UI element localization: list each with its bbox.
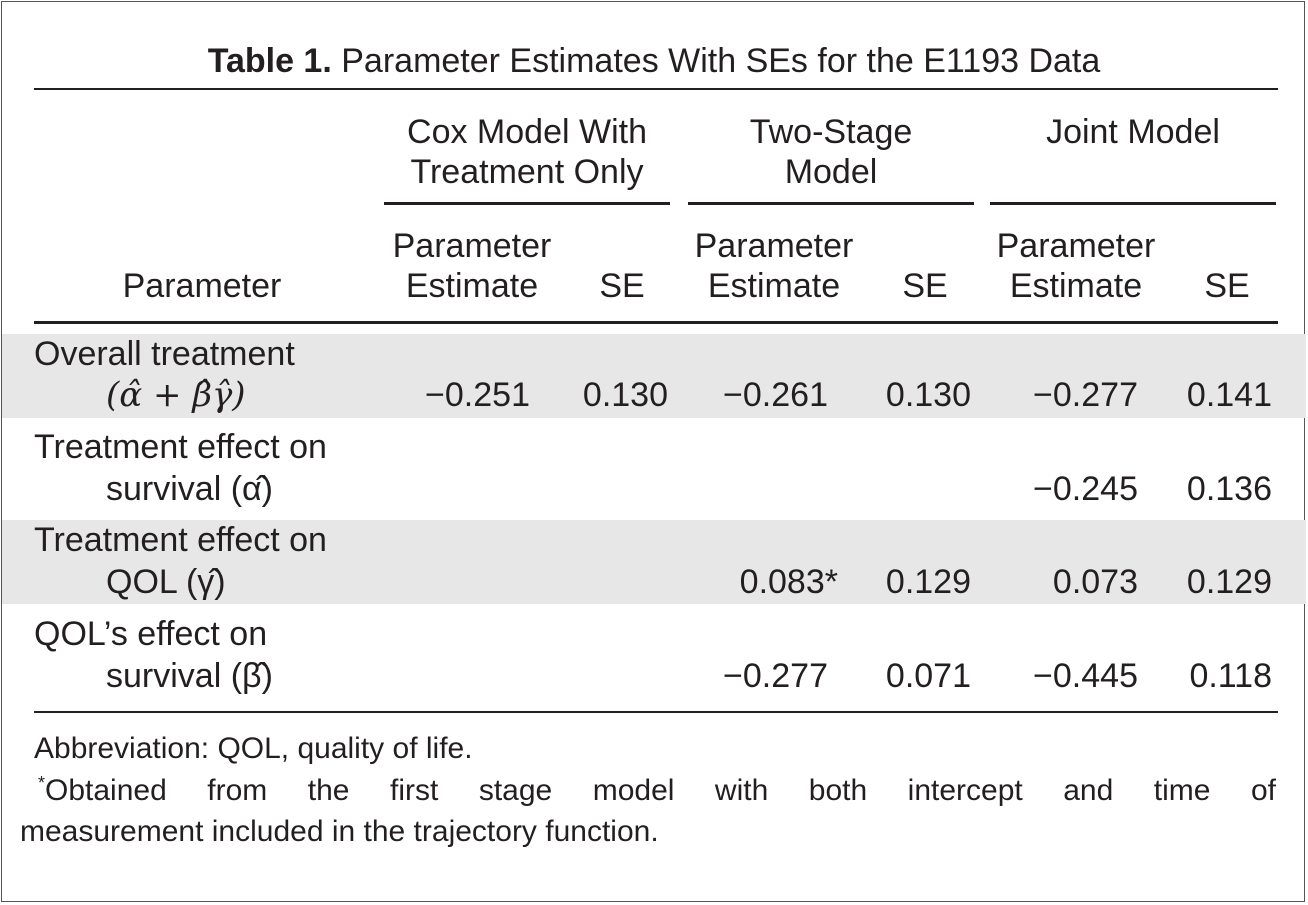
- col-header-cox-estimate: Parameter Estimate: [392, 227, 552, 305]
- col-header-two-stage-estimate: Parameter Estimate: [694, 227, 854, 305]
- row-overall-label-line2: (α̂ + β̂γ̂): [106, 375, 246, 415]
- cell-qol-effect-two-stage-est: −0.277: [723, 657, 828, 695]
- table-label: Table 1.: [207, 42, 332, 80]
- col-header-joint-estimate: Parameter Estimate: [996, 227, 1156, 305]
- row-qol-effect-label-line1: QOL’s effect on: [34, 615, 268, 653]
- cell-overall-cox-est: −0.251: [425, 376, 530, 414]
- col-header-two-stage-se: SE: [902, 267, 948, 305]
- cell-qol-joint-est: 0.073: [1052, 563, 1138, 601]
- row-qol-label-line1: Treatment effect on: [34, 521, 327, 559]
- footnote-star-line2: measurement included in the trajectory f…: [20, 815, 659, 848]
- cell-survival-joint-est: −0.245: [1033, 470, 1138, 508]
- group-header-cox: Cox Model With Treatment Only: [407, 113, 647, 191]
- cell-overall-two-stage-est: −0.261: [723, 376, 828, 414]
- row-band-qol: [2, 520, 1306, 604]
- table-title: Table 1. Parameter Estimates With SEs fo…: [2, 42, 1306, 81]
- cell-qol-two-stage-est: 0.083*: [739, 563, 838, 601]
- header-rule: [34, 321, 1278, 324]
- cell-qol-effect-joint-est: −0.445: [1033, 657, 1138, 695]
- group-header-joint: Joint Model: [1046, 113, 1220, 151]
- cell-overall-joint-se: 0.141: [1186, 376, 1272, 414]
- cell-survival-joint-se: 0.136: [1186, 470, 1272, 508]
- cell-qol-effect-two-stage-se: 0.071: [885, 657, 971, 695]
- cell-qol-effect-joint-se: 0.118: [1189, 657, 1272, 695]
- row-qol-effect-label-line2: survival (β̂): [106, 657, 273, 695]
- cell-overall-joint-est: −0.277: [1033, 376, 1138, 414]
- col-header-cox-se: SE: [599, 267, 645, 305]
- bottom-rule: [34, 711, 1278, 713]
- col-header-joint-se: SE: [1204, 267, 1250, 305]
- row-band-overall: [2, 334, 1306, 418]
- footnote-star-line1: *Obtained from the first stage model wit…: [38, 773, 1276, 807]
- row-survival-label-line1: Treatment effect on: [34, 428, 327, 466]
- cell-qol-two-stage-se: 0.129: [885, 563, 971, 601]
- row-qol-label-line2: QOL (γ̂): [106, 563, 226, 601]
- table-caption: Parameter Estimates With SEs for the E11…: [341, 42, 1101, 80]
- group-header-two-stage: Two-Stage Model: [749, 113, 913, 191]
- col-header-parameter: Parameter: [122, 267, 282, 305]
- top-rule: [34, 88, 1278, 90]
- row-overall-label-line1: Overall treatment: [34, 335, 295, 373]
- row-survival-label-line2: survival (α̂): [106, 470, 273, 508]
- footnote-star-marker: *: [38, 773, 46, 793]
- group-rule-joint: [990, 202, 1276, 205]
- group-rule-cox: [384, 202, 670, 205]
- cell-qol-joint-se: 0.129: [1186, 563, 1272, 601]
- group-rule-two-stage: [688, 202, 974, 205]
- cell-overall-two-stage-se: 0.130: [885, 376, 971, 414]
- cell-overall-cox-se: 0.130: [582, 376, 668, 414]
- footnote-abbreviation: Abbreviation: QOL, quality of life.: [34, 732, 473, 765]
